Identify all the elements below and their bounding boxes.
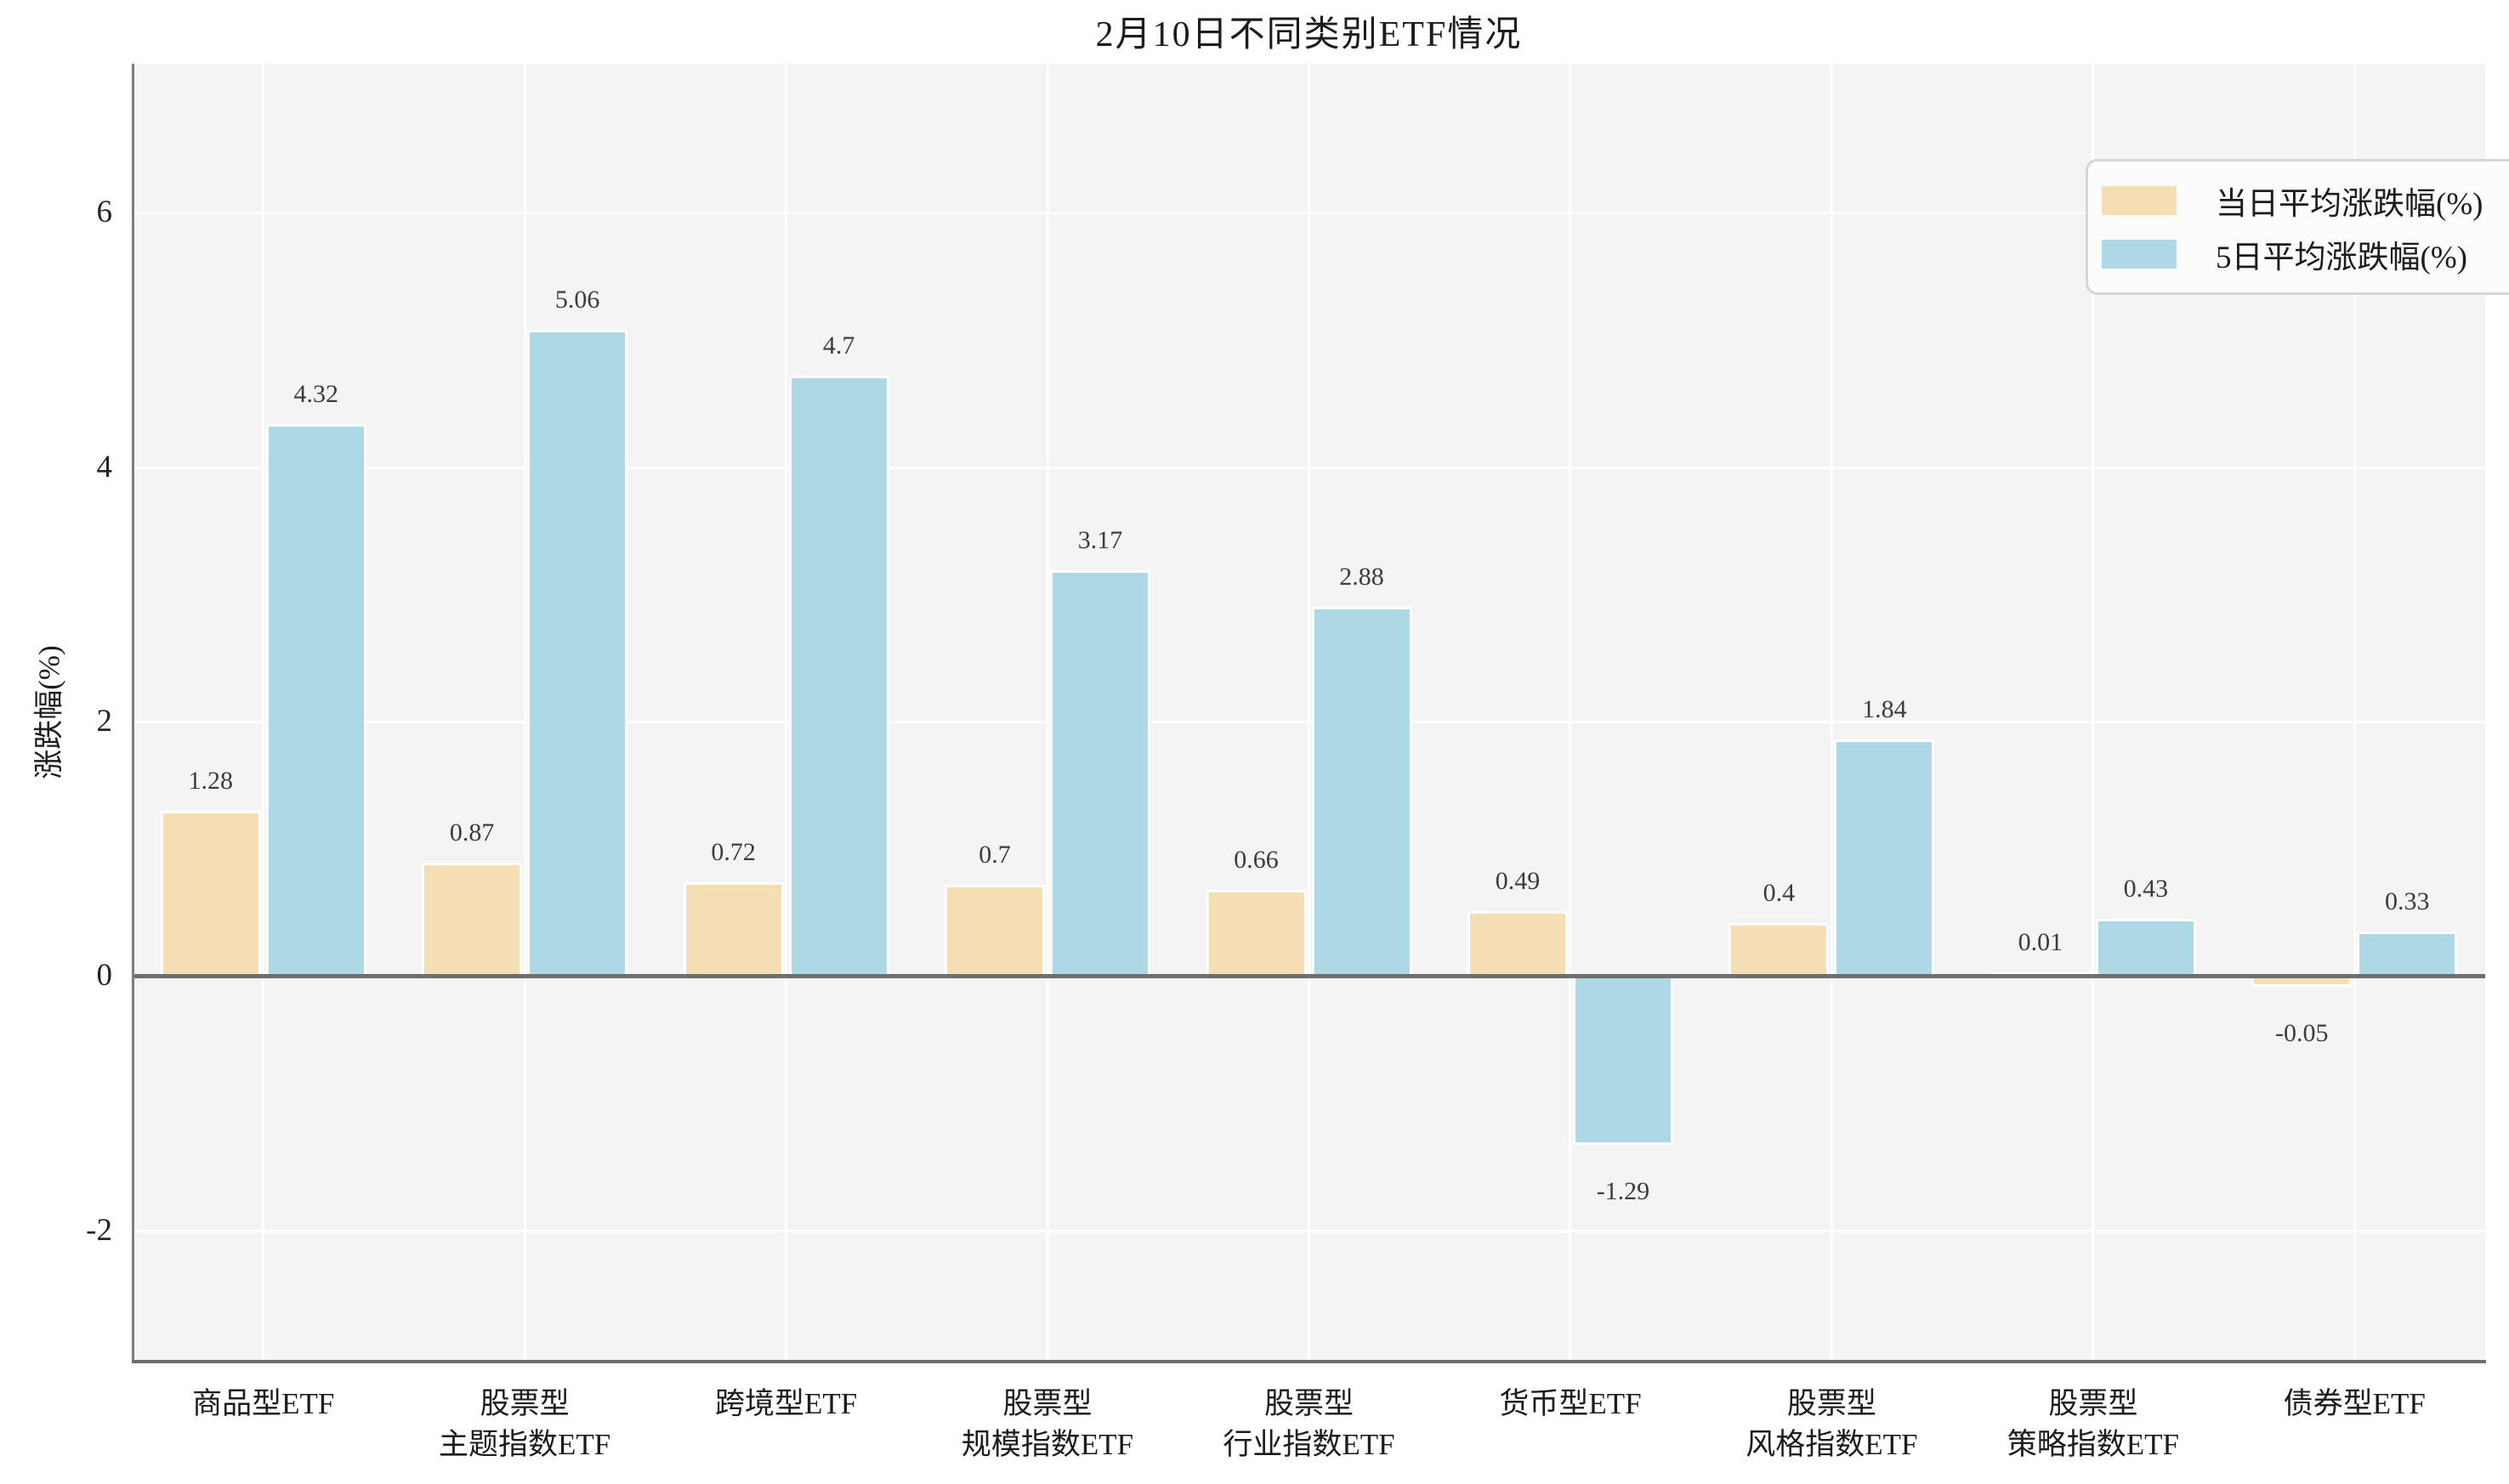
bar-5day-avg — [1050, 569, 1151, 977]
bar-value-label: 0.87 — [449, 818, 495, 847]
legend: 当日平均涨跌幅(%) 5日平均涨跌幅(%) — [2086, 159, 2509, 295]
bar-value-label: 2.88 — [1339, 563, 1384, 592]
bar-day-avg — [1728, 922, 1830, 977]
grid-line-vertical — [785, 64, 788, 1362]
x-tick-label-line: 主题指数ETF — [439, 1428, 611, 1461]
grid-line-vertical — [523, 64, 526, 1362]
x-tick-label-line: 股票型 — [2048, 1387, 2138, 1420]
grid-line-vertical — [2353, 64, 2356, 1362]
bar-5day-avg — [265, 423, 366, 977]
bar-day-avg — [1467, 911, 1568, 977]
bar-value-label: 0.49 — [1495, 867, 1541, 896]
bar-5day-avg — [1572, 977, 1673, 1145]
bar-5day-avg — [1311, 607, 1412, 977]
grid-line-vertical — [262, 64, 265, 1362]
y-tick-label: 0 — [96, 958, 113, 994]
bar-day-avg — [1990, 971, 2091, 977]
bar-value-label: 0.33 — [2385, 886, 2430, 915]
bar-value-label: 0.7 — [979, 840, 1011, 869]
bar-value-label: 0.4 — [1763, 878, 1796, 907]
x-tick-label: 股票型风格指数ETF — [1691, 1384, 1972, 1465]
bar-5day-avg — [2095, 919, 2196, 977]
bar-5day-avg — [788, 375, 889, 977]
x-tick-label-line: 跨境型ETF — [714, 1387, 858, 1420]
x-axis-spine — [132, 1360, 2486, 1363]
bar-value-label: 4.7 — [822, 331, 855, 360]
x-tick-label: 股票型规模指数ETF — [907, 1384, 1188, 1465]
bar-day-avg — [422, 863, 523, 977]
x-tick-label-line: 债券型ETF — [2283, 1387, 2426, 1420]
bar-day-avg — [1206, 889, 1307, 977]
x-tick-label-line: 股票型 — [1263, 1387, 1354, 1420]
bar-day-avg — [160, 810, 261, 977]
y-tick-label: 6 — [96, 195, 113, 230]
y-tick-label: 4 — [96, 449, 113, 484]
bar-value-label: 1.28 — [188, 766, 233, 795]
x-tick-label: 股票型行业指数ETF — [1169, 1384, 1450, 1465]
legend-item-day-avg: 当日平均涨跌幅(%) — [2088, 173, 2509, 227]
legend-item-5day-avg: 5日平均涨跌幅(%) — [2088, 227, 2509, 280]
bar-value-label: 0.01 — [2018, 927, 2063, 956]
x-tick-label-line: 股票型 — [1002, 1387, 1093, 1420]
legend-color-swatch-5day-avg-icon — [2102, 239, 2177, 269]
bar-day-avg — [683, 881, 784, 977]
grid-line-vertical — [2092, 64, 2095, 1362]
x-tick-label: 股票型策略指数ETF — [1953, 1384, 2234, 1465]
x-tick-label-line: 股票型 — [1786, 1387, 1876, 1420]
bar-value-label: 1.84 — [1862, 694, 1907, 723]
x-tick-label: 跨境型ETF — [646, 1384, 927, 1425]
bar-value-label: 0.43 — [2123, 875, 2169, 903]
x-tick-label-line: 股票型 — [480, 1387, 570, 1420]
x-tick-label-line: 规模指数ETF — [961, 1428, 1134, 1461]
bar-value-label: 0.72 — [711, 837, 756, 866]
x-tick-label: 股票型主题指数ETF — [384, 1384, 665, 1465]
y-tick-label: -2 — [86, 1212, 112, 1248]
x-tick-label: 商品型ETF — [123, 1384, 404, 1425]
x-tick-label-line: 货币型ETF — [1499, 1387, 1642, 1420]
bar-5day-avg — [2357, 931, 2458, 977]
bar-value-label: 4.32 — [293, 379, 338, 408]
grid-line-vertical — [1569, 64, 1572, 1362]
grid-line-vertical — [1046, 64, 1049, 1362]
x-tick-label-line: 商品型ETF — [192, 1387, 335, 1420]
bar-value-label: 3.17 — [1077, 525, 1123, 554]
bar-day-avg — [945, 884, 1046, 977]
zero-axis-line — [133, 974, 2485, 979]
grid-line-vertical — [1830, 64, 1833, 1362]
bar-value-label: -0.05 — [2275, 1018, 2329, 1047]
grid-line-vertical — [1308, 64, 1310, 1362]
bar-5day-avg — [1834, 739, 1935, 977]
bar-value-label: 0.66 — [1234, 845, 1279, 874]
chart-title: 2月10日不同类别ETF情况 — [1095, 15, 1523, 54]
y-axis-spine — [132, 64, 134, 1362]
x-tick-label-line: 策略指数ETF — [2007, 1428, 2179, 1461]
bar-5day-avg — [527, 329, 628, 977]
plot-area: 当日平均涨跌幅(%) 5日平均涨跌幅(%) 1.28 0.87 0.72 0.7 0.6… — [133, 64, 2509, 1362]
bar-value-label: 5.06 — [554, 285, 600, 314]
legend-color-swatch-day-avg-icon — [2102, 185, 2177, 215]
x-tick-label-line: 行业指数ETF — [1223, 1428, 1395, 1461]
bar-value-label: -1.29 — [1596, 1176, 1650, 1205]
y-tick-label: 2 — [96, 703, 113, 739]
x-tick-label: 货币型ETF — [1430, 1384, 1711, 1425]
bar-day-avg — [2251, 977, 2353, 987]
x-tick-label: 债券型ETF — [2214, 1384, 2495, 1425]
legend-label-day-avg: 当日平均涨跌幅(%) — [2216, 186, 2483, 222]
x-tick-label-line: 风格指数ETF — [1746, 1428, 1918, 1461]
legend-label-5day-avg: 5日平均涨跌幅(%) — [2216, 240, 2467, 275]
